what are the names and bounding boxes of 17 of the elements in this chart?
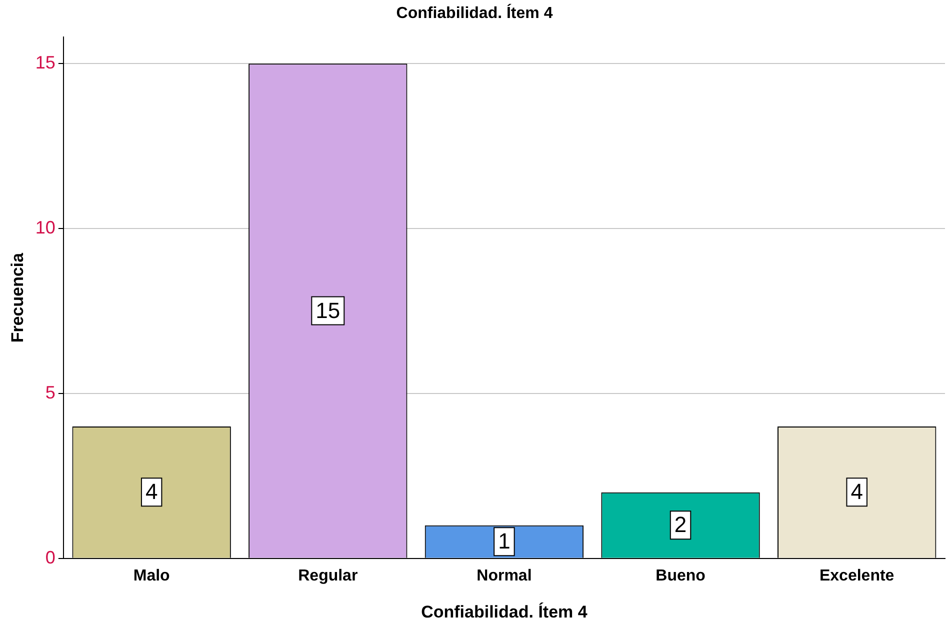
x-tick-label: Excelente [819, 567, 894, 584]
x-axis-title: Confiabilidad. Ítem 4 [421, 601, 588, 622]
y-tick-label: 15 [35, 52, 56, 73]
y-tick-label: 10 [35, 217, 56, 238]
data-label: 4 [145, 479, 158, 504]
chart-title: Confiabilidad. Ítem 4 [396, 3, 553, 22]
data-label: 1 [498, 528, 510, 554]
x-tick-label: Bueno [656, 567, 706, 584]
y-tick-label: 5 [45, 382, 56, 402]
x-tick-label: Regular [298, 567, 358, 584]
data-label: 15 [316, 298, 340, 323]
x-tick-label: Malo [133, 567, 170, 584]
data-label: 4 [850, 479, 863, 504]
data-label: 2 [674, 512, 687, 538]
y-tick-label: 0 [45, 547, 56, 568]
y-axis-title: Frecuencia [8, 252, 27, 343]
x-tick-label: Normal [476, 567, 532, 584]
